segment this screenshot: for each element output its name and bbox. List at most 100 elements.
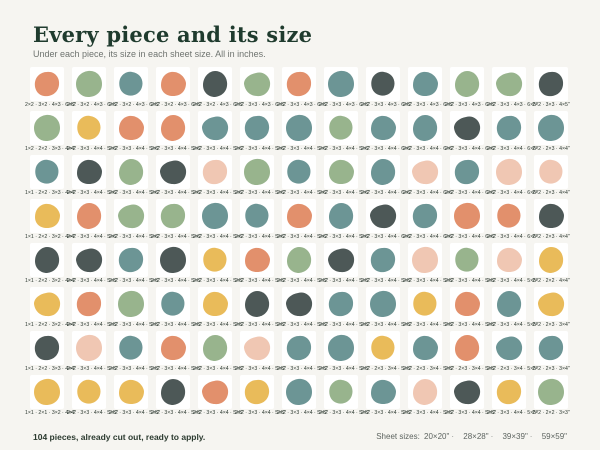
piece-tile: [534, 243, 568, 277]
piece-size-label: 1×1 · 2×2 · 3×2 · 4×4": [25, 278, 76, 284]
piece-tile: [534, 199, 568, 233]
piece-size-label: 2×2 · 3×3 · 4×4 · 5×6": [109, 234, 160, 240]
piece-size-label: 1×1 · 2×2 · 3×2 · 4×4": [25, 234, 76, 240]
piece-shape: [286, 378, 312, 405]
piece-tile: [408, 199, 442, 233]
piece-size-label: 2×2 · 3×3 · 4×4 · 6×6": [403, 146, 454, 152]
piece-size-label: 2×2 · 3×3 · 4×4 · 5×6": [193, 146, 244, 152]
piece-size-label: 2×2 · 3×3 · 4×4 · 5×5": [445, 322, 496, 328]
piece-shape: [119, 335, 143, 360]
piece-shape: [370, 290, 396, 317]
piece-tile: [534, 155, 568, 189]
piece-tile: [408, 111, 442, 145]
piece-tile: [492, 243, 526, 277]
piece-shape: [286, 292, 313, 317]
piece-tile: [282, 287, 316, 321]
piece-tile: [198, 199, 232, 233]
piece-shape: [286, 335, 312, 361]
piece-shape: [244, 115, 270, 141]
piece-size-label: 2×2 · 3×3 · 4×4 · 6×6": [445, 234, 496, 240]
piece-size-label: 2×2 · 2×3 · 4×4": [532, 146, 570, 152]
piece-tile: [72, 155, 106, 189]
piece-shape: [413, 379, 438, 405]
piece-size-label: 2×2 · 2×3 · 3×4 · 5×5": [361, 366, 412, 372]
piece-tile: [240, 111, 274, 145]
piece-size-label: 2×2 · 2×3 · 3×4 · 5×5": [487, 366, 538, 372]
piece-size-label: 2×2 · 3×3 · 4×3 · 6×5": [235, 102, 286, 108]
piece-tile: [282, 111, 316, 145]
piece-tile: [30, 67, 64, 101]
piece-size-label: 2×2 · 3×3 · 4×4 · 5×6": [235, 146, 286, 152]
piece-size-label: 2×2 · 3×3 · 4×4 · 5×5": [109, 410, 160, 416]
piece-size-label: 2×2 · 3×3 · 4×4 · 5×5": [403, 410, 454, 416]
piece-shape: [161, 115, 186, 141]
piece-tile: [450, 331, 484, 365]
piece-tile: [324, 67, 358, 101]
piece-size-label: 2×2 · 3×3 · 4×4 · 6×6": [487, 146, 538, 152]
piece-shape: [119, 115, 144, 140]
piece-size-label: 2×2 · 3×3 · 4×4 · 5×6": [193, 234, 244, 240]
sheet-size-20: 20×20": [424, 432, 450, 441]
piece-size-label: 2×2 · 3×3 · 4×3 · 6×5": [277, 102, 328, 108]
piece-size-label: 2×2 · 2×2 · 3×3": [532, 410, 570, 416]
piece-size-label: 2×2 · 3×3 · 4×3 · 6×5": [319, 102, 370, 108]
piece-tile: [450, 199, 484, 233]
piece-tile: [282, 331, 316, 365]
piece-tile: [408, 243, 442, 277]
piece-size-label: 2×2 · 3×3 · 4×4 · 5×5": [67, 322, 118, 328]
piece-size-label: 2×2 · 3×3 · 4×4 · 5×5": [319, 278, 370, 284]
piece-size-label: 2×2 · 3×3 · 4×3 · 6×5": [361, 102, 412, 108]
piece-size-label: 2×2 · 2×3 · 3×4 · 5×5": [403, 366, 454, 372]
piece-size-label: 2×2 · 3×3 · 4×4 · 5×5": [277, 278, 328, 284]
piece-size-label: 2×2 · 3×3 · 4×4 · 5×5": [277, 366, 328, 372]
piece-size-label: 2×2 · 3×3 · 4×4 · 5×6": [67, 146, 118, 152]
piece-shape: [34, 335, 60, 361]
piece-size-label: 2×2 · 3×3 · 4×4 · 5×5": [67, 278, 118, 284]
piece-tile: [240, 287, 274, 321]
piece-tile: [156, 199, 190, 233]
piece-shape: [287, 159, 311, 184]
piece-shape: [160, 246, 186, 273]
piece-shape: [371, 335, 395, 360]
piece-tile: [366, 375, 400, 409]
piece-shape: [244, 379, 270, 405]
piece-size-label: 2×2 · 3×3 · 4×4 · 5×6": [277, 146, 328, 152]
piece-tile: [282, 155, 316, 189]
piece-tile: [450, 287, 484, 321]
piece-size-label: 2×2 · 3×3 · 4×4 · 5×6": [235, 234, 286, 240]
piece-size-label: 2×2 · 3×3 · 4×4 · 5×5": [235, 410, 286, 416]
piece-shape: [77, 379, 101, 404]
piece-shape: [245, 247, 270, 272]
piece-tile: [408, 67, 442, 101]
piece-shape: [496, 72, 523, 97]
piece-shape: [455, 335, 480, 361]
piece-tile: [450, 67, 484, 101]
piece-shape: [371, 159, 396, 185]
piece-shape: [34, 378, 60, 405]
piece-size-label: 2×2 · 3×3 · 4×4 · 5×6": [151, 146, 202, 152]
piece-size-label: 2×2 · 2×3 · 3×4 · 5×5": [445, 366, 496, 372]
piece-size-label: 2×2 · 3×3 · 4×4 · 5×5": [319, 410, 370, 416]
piece-tile: [282, 199, 316, 233]
piece-shape: [286, 71, 312, 97]
piece-tile: [240, 243, 274, 277]
piece-tile: [72, 111, 106, 145]
piece-size-label: 2×2 · 3×3 · 4×4 · 5×5": [445, 410, 496, 416]
piece-shape: [328, 291, 354, 317]
piece-shape: [160, 203, 186, 229]
sheet-size-28: 28×28": [463, 432, 489, 441]
piece-tile: [450, 243, 484, 277]
piece-tile: [156, 375, 190, 409]
piece-tile: [240, 155, 274, 189]
piece-size-label: 1×1 · 2×2 · 3×3 · 4×4": [25, 190, 76, 196]
piece-shape: [328, 334, 354, 361]
piece-tile: [534, 287, 568, 321]
piece-shape: [245, 203, 269, 228]
piece-tile: [72, 331, 106, 365]
piece-size-label: 2×2 · 3×3 · 4×4 · 5×5": [109, 366, 160, 372]
piece-size-label: 2×2 · 2×2 · 4×4": [532, 278, 570, 284]
piece-tile: [240, 331, 274, 365]
piece-shape: [539, 247, 564, 273]
piece-tile: [198, 375, 232, 409]
piece-shape: [160, 160, 187, 185]
